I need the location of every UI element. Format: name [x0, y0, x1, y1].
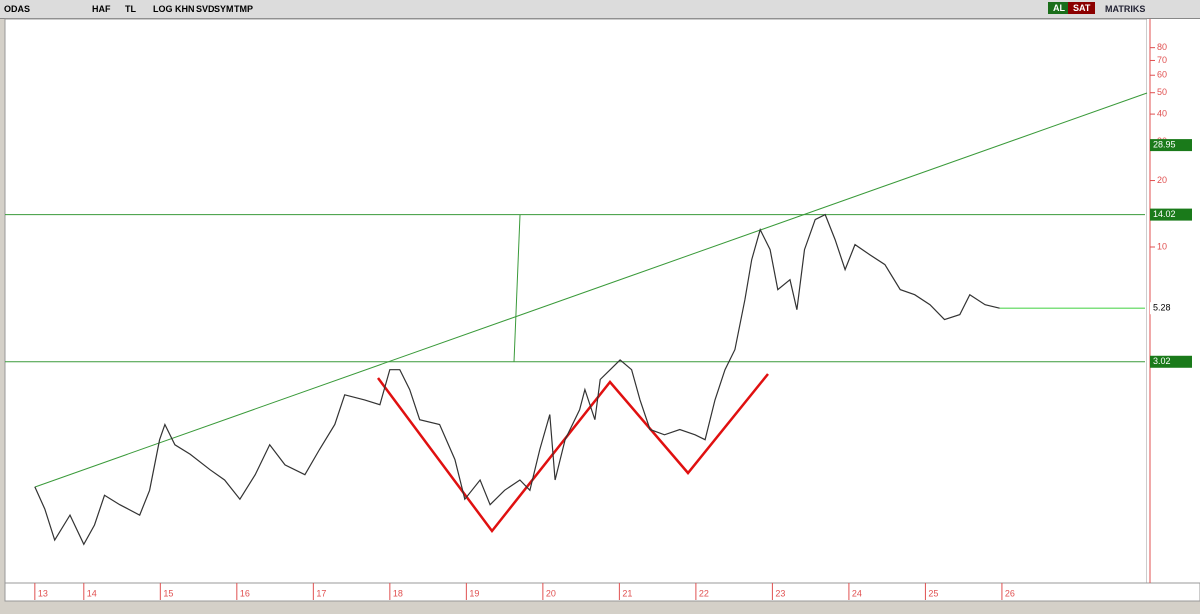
x-tick-label: 16 — [240, 588, 250, 598]
x-tick-label: 15 — [163, 588, 173, 598]
pattern-line — [376, 373, 769, 534]
button[interactable]: KHN — [175, 4, 195, 14]
y-tick-label: 60 — [1157, 70, 1167, 80]
y-tick-label: 80 — [1157, 42, 1167, 52]
x-tick-label: 13 — [38, 588, 48, 598]
level-label: 5.28 — [1153, 303, 1171, 313]
measure-line — [513, 214, 521, 363]
level-box — [1150, 139, 1192, 152]
level-box — [1150, 355, 1192, 368]
button[interactable]: TL — [125, 4, 136, 14]
x-tick-label: 19 — [469, 588, 479, 598]
button[interactable]: HAF — [92, 4, 111, 14]
x-tick-label: 22 — [699, 588, 709, 598]
y-tick-label: 70 — [1157, 55, 1167, 65]
y-axis-area — [1147, 19, 1200, 583]
plot-area — [4, 18, 1148, 584]
x-tick-label: 20 — [546, 588, 556, 598]
button[interactable]: SVD — [196, 4, 215, 14]
y-tick-label: 40 — [1157, 108, 1167, 118]
trend-line — [34, 92, 1148, 488]
x-tick-label: 25 — [928, 588, 938, 598]
button[interactable]: LOG — [153, 4, 173, 14]
sell-button[interactable]: SAT — [1068, 2, 1096, 14]
buy-button[interactable]: AL — [1048, 2, 1070, 14]
level-box — [1150, 302, 1192, 315]
y-tick-label: 20 — [1157, 175, 1167, 185]
y-tick-label: 10 — [1157, 241, 1167, 251]
level-label: 14.02 — [1153, 209, 1176, 219]
price-line — [34, 213, 1000, 546]
x-tick-label: 17 — [316, 588, 326, 598]
symbol[interactable]: ODAS — [4, 4, 31, 14]
x-tick-label: 23 — [775, 588, 785, 598]
x-tick-label: 26 — [1005, 588, 1015, 598]
button[interactable]: TMP — [234, 4, 253, 14]
x-tick-label: 14 — [87, 588, 97, 598]
x-tick-label: 21 — [622, 588, 632, 598]
button[interactable]: SYM — [214, 4, 234, 14]
x-tick-label: 24 — [852, 588, 862, 598]
level-label: 3.02 — [1153, 356, 1171, 366]
y-tick-label: 50 — [1157, 87, 1167, 97]
x-axis-area — [4, 582, 1200, 602]
level-label: 28.95 — [1153, 139, 1176, 149]
level-box — [1150, 208, 1192, 221]
brand: MATRIKS — [1105, 4, 1146, 14]
x-tick-label: 18 — [393, 588, 403, 598]
